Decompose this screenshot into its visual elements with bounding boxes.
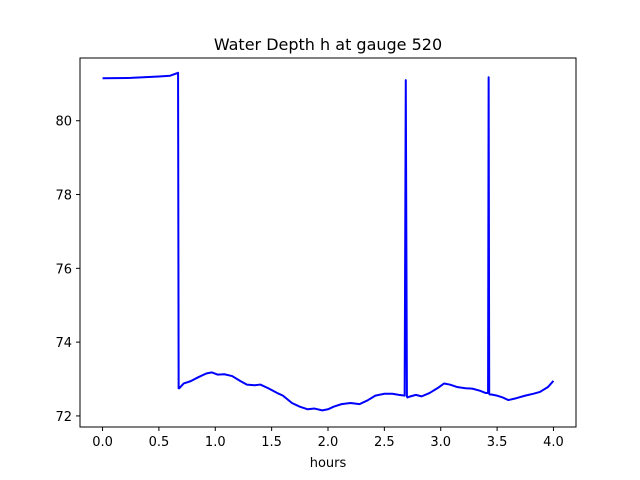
x-tick-label: 0.5 [149, 435, 170, 450]
y-axis: 72 74 76 78 80 [55, 115, 80, 425]
x-tick-label: 3.0 [430, 435, 451, 450]
x-axis: 0.0 0.5 1.0 1.5 2.0 2.5 3.0 3.5 4.0 [92, 427, 564, 450]
x-axis-label: hours [310, 456, 347, 471]
y-tick-label: 78 [55, 189, 72, 204]
axes-frame [79, 57, 577, 428]
x-tick-label: 1.0 [205, 435, 226, 450]
x-tick-label: 2.5 [374, 435, 395, 450]
y-tick-label: 80 [55, 115, 72, 130]
y-tick-label: 72 [55, 410, 72, 425]
plot-area [102, 71, 555, 412]
y-tick-label: 76 [55, 262, 72, 277]
x-tick-label: 0.0 [92, 435, 113, 450]
chart-title: Water Depth h at gauge 520 [214, 35, 442, 54]
series-line-0 [102, 71, 555, 412]
x-tick-label: 3.5 [487, 435, 508, 450]
y-tick-label: 74 [55, 336, 72, 351]
x-tick-label: 2.0 [318, 435, 339, 450]
x-tick-label: 4.0 [543, 435, 564, 450]
x-tick-label: 1.5 [261, 435, 282, 450]
